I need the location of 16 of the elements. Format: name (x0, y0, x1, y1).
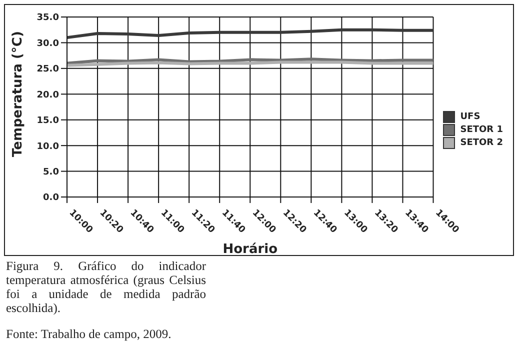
y-tick-label: 5.0 (43, 167, 59, 178)
source-note: Fonte: Trabalho de campo, 2009. (6, 327, 172, 341)
y-tick-label: 35.0 (36, 13, 59, 24)
legend-label: SETOR 2 (460, 138, 503, 148)
y-axis-title: Temperatura (°C) (10, 31, 26, 157)
y-tick-label: 10.0 (36, 142, 59, 152)
legend-label: UFS (460, 112, 480, 122)
y-tick-label: 25.0 (36, 64, 59, 75)
y-tick-label: 0.0 (43, 193, 59, 204)
y-tick-label: 20.0 (36, 90, 59, 100)
y-tick-label: 30.0 (36, 38, 59, 49)
x-axis-title: Horário (222, 242, 278, 257)
y-tick-label: 15.0 (36, 116, 59, 126)
text: Figura 9. Gráfico do indicador temperatura atmosférica (graus Celsius foi a unidade de medida padrão escolhida). (6, 259, 206, 315)
legend-label: SETOR 1 (460, 124, 503, 134)
line-series (66, 28, 435, 40)
